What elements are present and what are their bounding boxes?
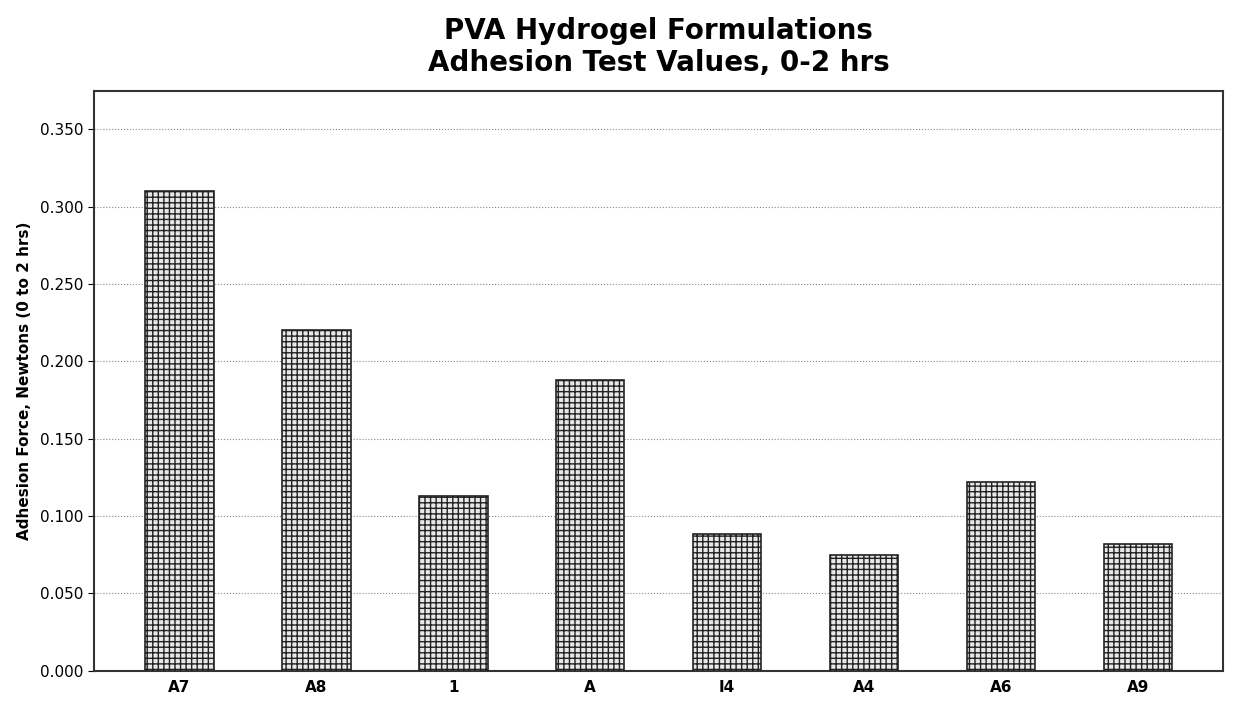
Bar: [693, 535, 761, 671]
Y-axis label: Adhesion Force, Newtons (0 to 2 hrs): Adhesion Force, Newtons (0 to 2 hrs): [16, 221, 32, 540]
Bar: [1104, 544, 1172, 671]
Bar: [145, 191, 213, 671]
Bar: [283, 330, 351, 671]
Bar: [556, 379, 625, 671]
Bar: [830, 555, 898, 671]
Bar: [419, 496, 487, 671]
Title: PVA Hydrogel Formulations
Adhesion Test Values, 0-2 hrs: PVA Hydrogel Formulations Adhesion Test …: [428, 16, 889, 77]
Bar: [967, 482, 1035, 671]
